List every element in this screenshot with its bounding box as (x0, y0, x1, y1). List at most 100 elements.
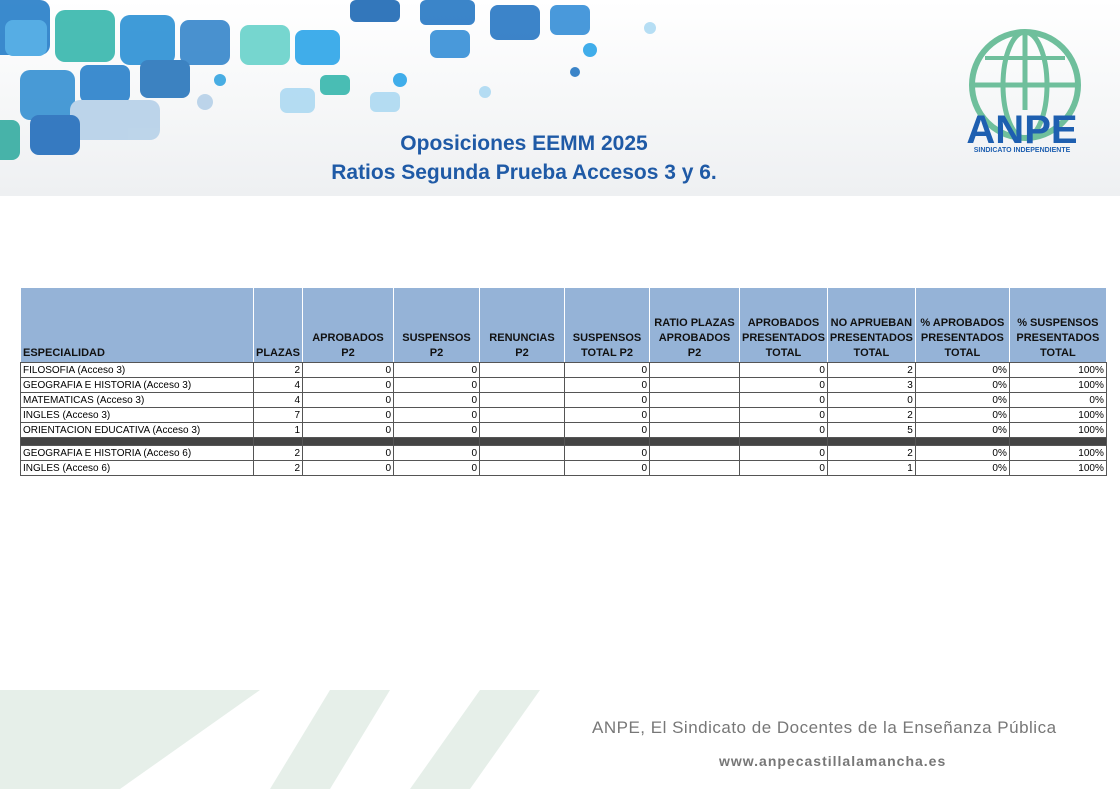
value-cell: 0 (393, 392, 480, 408)
value-cell: 0 (739, 445, 828, 461)
value-cell: 0 (739, 377, 828, 393)
logo-tagline: SINDICATO INDEPENDIENTE (974, 147, 1071, 154)
table-row: FILOSOFIA (Acceso 3) 2 0 0 0 0 2 0% 100% (20, 362, 1107, 378)
specialty-cell: FILOSOFIA (Acceso 3) (20, 362, 254, 378)
value-cell: 2 (826, 362, 916, 378)
value-cell (649, 362, 740, 378)
separator-cell (253, 437, 303, 446)
value-cell: 0 (302, 422, 394, 438)
value-cell: 4 (253, 392, 303, 408)
table-row: MATEMATICAS (Acceso 3) 4 0 0 0 0 0 0% 0% (20, 392, 1107, 408)
value-cell: 0% (914, 445, 1010, 461)
value-cell: 0% (914, 422, 1010, 438)
value-cell: 0 (302, 392, 394, 408)
value-cell: 0% (1008, 392, 1107, 408)
value-cell: 0 (393, 407, 480, 423)
table-row: ORIENTACION EDUCATIVA (Acceso 3) 1 0 0 0 0 5 0%… (20, 422, 1107, 438)
value-cell (479, 460, 565, 476)
value-cell: 0 (739, 460, 828, 476)
value-cell (649, 407, 740, 423)
header-row: ESPECIALIDAD PLAZAS APROBADOS P2 SUSPENSOS … (20, 287, 1107, 363)
value-cell: 0 (826, 392, 916, 408)
table-row: GEOGRAFIA E HISTORIA (Acceso 3) 4 0 0 0 0 3 0% 1… (20, 377, 1107, 393)
separator-cell (739, 437, 828, 446)
specialty-cell: INGLES (Acceso 3) (20, 407, 254, 423)
table-body: FILOSOFIA (Acceso 3) 2 0 0 0 0 2 0% 100% GEOGRAFI… (20, 362, 1107, 476)
value-cell: 5 (826, 422, 916, 438)
value-cell (649, 445, 740, 461)
table-row: GEOGRAFIA E HISTORIA (Acceso 6) 2 0 0 0 0 2 0% 1… (20, 445, 1107, 461)
value-cell: 0 (564, 445, 650, 461)
column-header: % APROBADOS PRESENTADOS TOTAL (914, 287, 1010, 363)
specialty-cell: INGLES (Acceso 6) (20, 460, 254, 476)
value-cell (479, 377, 565, 393)
value-cell: 0% (914, 377, 1010, 393)
value-cell: 2 (253, 362, 303, 378)
value-cell: 0 (739, 422, 828, 438)
column-header: SUSPENSOS TOTAL P2 (564, 287, 650, 363)
value-cell: 100% (1008, 445, 1107, 461)
value-cell: 0 (564, 407, 650, 423)
column-header: APROBADOS PRESENTADOS TOTAL (739, 287, 828, 363)
value-cell: 100% (1008, 377, 1107, 393)
specialty-cell: ORIENTACION EDUCATIVA (Acceso 3) (20, 422, 254, 438)
footer-slogan: ANPE, El Sindicato de Docentes de la Ens… (592, 718, 1057, 737)
value-cell: 0% (914, 407, 1010, 423)
separator-cell (1008, 437, 1107, 446)
value-cell: 1 (826, 460, 916, 476)
value-cell: 0 (302, 362, 394, 378)
column-header: % SUSPENSOS PRESENTADOS TOTAL (1008, 287, 1107, 363)
value-cell: 0% (914, 392, 1010, 408)
column-header: PLAZAS (253, 287, 303, 363)
value-cell (649, 392, 740, 408)
header-decoration: ANPE SINDICATO INDEPENDIENTE (0, 0, 1081, 160)
value-cell: 0 (739, 407, 828, 423)
value-cell: 0 (564, 392, 650, 408)
value-cell (479, 407, 565, 423)
value-cell: 0 (564, 460, 650, 476)
value-cell: 0 (302, 377, 394, 393)
table-head: ESPECIALIDAD PLAZAS APROBADOS P2 SUSPENSOS … (20, 287, 1107, 363)
value-cell (479, 362, 565, 378)
column-header: ESPECIALIDAD (20, 287, 254, 363)
value-cell: 0 (739, 362, 828, 378)
value-cell: 4 (253, 377, 303, 393)
value-cell: 100% (1008, 362, 1107, 378)
value-cell: 0 (564, 377, 650, 393)
value-cell (479, 422, 565, 438)
column-header: APROBADOS P2 (302, 287, 394, 363)
value-cell: 2 (253, 460, 303, 476)
table-row: INGLES (Acceso 6) 2 0 0 0 0 1 0% 100% (20, 460, 1107, 476)
value-cell: 2 (253, 445, 303, 461)
separator-cell (564, 437, 650, 446)
footer-url: www.anpecastillalamancha.es (719, 753, 947, 769)
column-header: SUSPENSOS P2 (393, 287, 480, 363)
value-cell: 0 (564, 362, 650, 378)
value-cell (479, 445, 565, 461)
value-cell: 0 (393, 362, 480, 378)
value-cell: 0 (393, 445, 480, 461)
specialty-cell: GEOGRAFIA E HISTORIA (Acceso 3) (20, 377, 254, 393)
value-cell: 2 (826, 407, 916, 423)
value-cell: 100% (1008, 422, 1107, 438)
value-cell: 0% (914, 362, 1010, 378)
value-cell: 0 (302, 445, 394, 461)
value-cell (649, 422, 740, 438)
separator-cell (393, 437, 480, 446)
table-row: INGLES (Acceso 3) 7 0 0 0 0 2 0% 100% (20, 407, 1107, 423)
column-header: NO APRUEBAN PRESENTADOS TOTAL (826, 287, 916, 363)
value-cell: 7 (253, 407, 303, 423)
value-cell: 0 (393, 460, 480, 476)
value-cell: 3 (826, 377, 916, 393)
value-cell: 0 (302, 407, 394, 423)
separator-cell (914, 437, 1010, 446)
column-header: RATIO PLAZAS APROBADOS P2 (649, 287, 740, 363)
value-cell: 0% (914, 460, 1010, 476)
value-cell: 0 (393, 422, 480, 438)
footer-decoration (0, 690, 540, 789)
separator-cell (649, 437, 740, 446)
value-cell (649, 377, 740, 393)
value-cell (649, 460, 740, 476)
title: Oposiciones EEMM 2025 (400, 132, 648, 155)
